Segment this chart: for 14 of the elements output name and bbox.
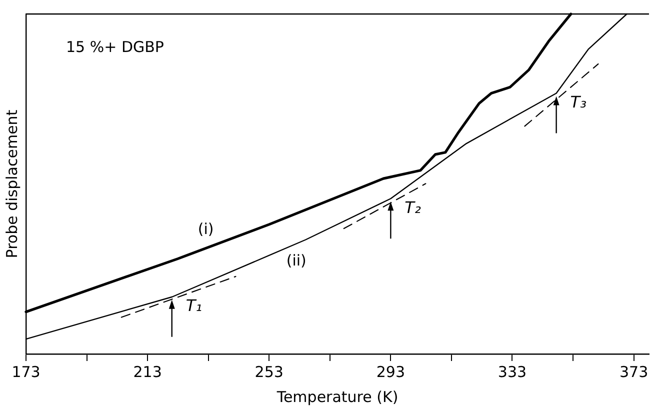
x-tick-label: 333 (498, 362, 527, 381)
series-label: (i) (198, 220, 214, 238)
annotation: T₃ (570, 92, 586, 112)
annotation: 15 %+ DGBP (66, 38, 164, 56)
x-tick-label: 173 (12, 362, 40, 381)
x-tick-label: 293 (376, 362, 406, 381)
x-tick-label: 373 (619, 362, 648, 381)
x-tick-label: 213 (133, 362, 162, 381)
x-tick-label: 253 (254, 362, 284, 381)
annotation: T₂ (404, 198, 422, 217)
annotation: T₁ (186, 296, 202, 316)
x-axis-title: Temperature (K) (276, 388, 398, 406)
series-label: (ii) (286, 252, 306, 270)
y-axis-title: Probe displacement (2, 110, 21, 258)
